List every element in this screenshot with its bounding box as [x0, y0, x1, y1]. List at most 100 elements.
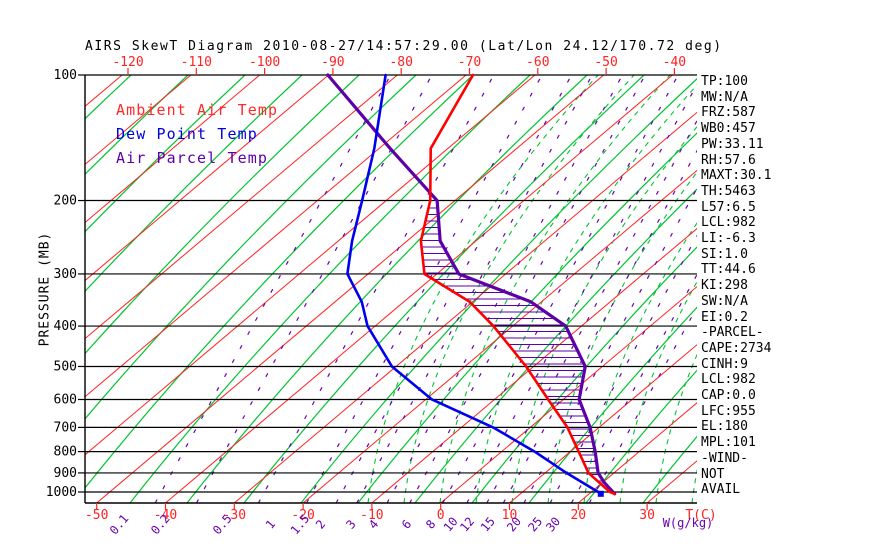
dry-adiabat-line	[85, 75, 132, 120]
panel-line: LFC:955	[701, 403, 756, 419]
top-temp-tick-label: -80	[389, 55, 412, 70]
panel-line: FRZ:587	[701, 105, 756, 121]
panel-line: TH:5463	[701, 183, 756, 199]
axis-labels: -120 -110 -100 -90 -80 -70 -60 -50 -40-50 -40 -30-…	[46, 55, 717, 537]
dry-adiabat-line	[85, 75, 189, 176]
panel-line: TT:44.6	[701, 262, 756, 278]
panel-line: -WIND-	[701, 450, 748, 466]
panel-line: PW:33.11	[701, 136, 764, 152]
panel-line: KI:298	[701, 278, 748, 294]
mixing-ratio-line	[356, 75, 593, 503]
mixing-ratio-label: 0.1	[107, 512, 132, 538]
pressure-axis-label: PRESSURE (MB)	[37, 231, 53, 347]
mixing-ratio-label: 2	[313, 517, 328, 532]
mixing-axis-unit-label: W(g/kg)	[663, 516, 714, 530]
top-temp-tick-label: -50	[594, 55, 617, 70]
top-temp-tick-label: -110	[181, 55, 212, 70]
dry-adiabat-line	[85, 75, 246, 233]
mixing-ratio-line	[195, 75, 433, 503]
dry-adiabat-line	[85, 75, 303, 293]
panel-line: L57:6.5	[701, 199, 756, 215]
isotherm-line	[302, 169, 697, 503]
dry-adiabat-line	[414, 188, 697, 503]
isotherm-line	[440, 285, 697, 503]
isotherm-line	[85, 75, 398, 340]
isotherm-line	[165, 75, 673, 503]
isotherm-line	[85, 75, 467, 398]
mixing-ratio-label: 6	[399, 517, 414, 532]
pressure-tick-label: 400	[54, 319, 77, 334]
isotherm-line	[85, 75, 261, 224]
panel-line: NOT	[701, 466, 725, 482]
panel-line: LI:-6.3	[701, 231, 756, 247]
mixing-ratio-line	[523, 187, 697, 503]
legend-item-dewpoint: Dew Point Temp	[116, 125, 258, 143]
dewpoint-end-marker	[597, 490, 604, 497]
moist-adiabat-line	[583, 222, 697, 503]
panel-line: LCL:982	[701, 372, 756, 388]
panel-line: LCL:982	[701, 215, 756, 231]
mixing-ratio-label: 30	[543, 514, 563, 534]
mixing-ratio-line	[409, 75, 646, 503]
dry-adiabat-line	[85, 75, 360, 355]
mixing-ratio-line	[257, 75, 495, 503]
mixing-ratio-line	[442, 75, 679, 503]
pressure-tick-label: 500	[54, 359, 77, 374]
pressure-tick-label: 200	[54, 194, 77, 209]
pressure-tick-label: 100	[54, 68, 77, 83]
panel-line: SW:N/A	[701, 293, 748, 309]
mixing-ratio-line	[335, 75, 573, 503]
panel-line: EL:180	[701, 419, 748, 435]
mixing-ratio-label: 15	[478, 514, 498, 534]
panel-line: CINH:9	[701, 356, 748, 372]
panel-line: -PARCEL-	[701, 325, 764, 341]
chart-legend: Ambient Air Temp Dew Point Temp Air Parc…	[116, 98, 278, 170]
bottom-temp-tick-label: 30	[639, 508, 655, 523]
isotherm-line	[371, 227, 697, 503]
bottom-temp-tick-label: 20	[570, 508, 586, 523]
top-temp-tick-label: -100	[249, 55, 280, 70]
top-temp-tick-label: -70	[458, 55, 481, 70]
cape-hatching	[420, 207, 604, 482]
panel-line: SI:1.0	[701, 246, 748, 262]
ambient-air-temp-curve	[419, 73, 616, 496]
isotherm-line	[85, 75, 329, 282]
top-temp-tick-label: -60	[526, 55, 549, 70]
dry-adiabat-line	[0, 75, 17, 503]
bottom-temp-tick-label: -50	[85, 508, 108, 523]
dry-adiabat-line	[129, 75, 531, 503]
page-title: AIRS SkewT Diagram 2010-08-27/14:57:29.0…	[85, 39, 723, 54]
moist-adiabat-line	[367, 75, 599, 503]
top-temp-tick-label: -120	[112, 55, 143, 70]
pressure-tick-label: 700	[54, 420, 77, 435]
bottom-temp-tick-label: -40	[154, 508, 177, 523]
panel-line: MW:N/A	[701, 89, 748, 105]
panel-line: WB0:457	[701, 121, 756, 137]
air-parcel-temp-curve	[326, 73, 617, 496]
bottom-temp-tick-label: 10	[502, 508, 518, 523]
mixing-ratio-line	[466, 83, 697, 503]
mixing-ratio-line	[154, 75, 392, 503]
mixing-ratio-label: 25	[525, 514, 545, 534]
mixing-ratio-line	[306, 75, 543, 503]
panel-line: TP:100	[701, 74, 748, 89]
dry-adiabat-line	[585, 369, 697, 503]
panel-line: EI:0.2	[701, 309, 748, 325]
background-grid	[0, 75, 697, 503]
moist-adiabat-line	[619, 280, 697, 503]
mixing-ratio-line	[570, 273, 697, 503]
dry-adiabat-line	[357, 132, 697, 503]
bottom-temp-tick-label: -20	[291, 508, 314, 523]
top-temp-tick-label: -40	[663, 55, 686, 70]
moist-adiabat-line	[439, 75, 671, 503]
mixing-ratio-label: 1	[263, 517, 278, 532]
panel-line: MPL:101	[701, 435, 756, 451]
panel-line: RH:57.6	[701, 152, 756, 168]
panel-line: AVAIL	[701, 482, 741, 498]
mixing-ratio-line	[386, 75, 623, 503]
mixing-ratio-label: 3	[343, 517, 358, 532]
isotherm-line	[509, 344, 697, 503]
pressure-tick-label: 900	[54, 466, 77, 481]
bottom-temp-tick-label: -30	[223, 508, 246, 523]
